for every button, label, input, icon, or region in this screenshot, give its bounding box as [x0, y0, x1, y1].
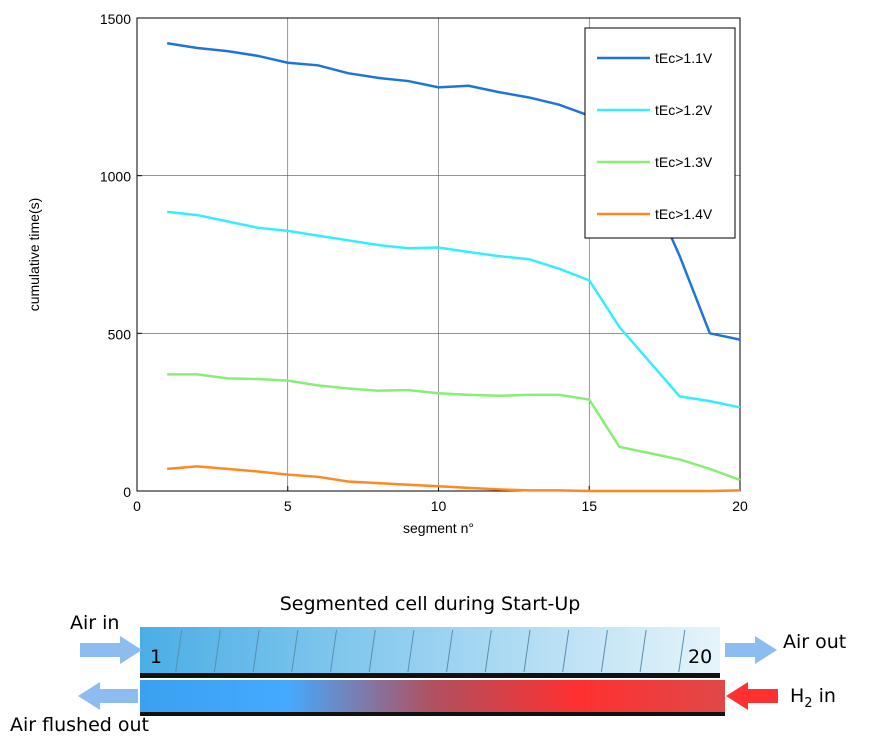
- legend-label: tEc>1.1V: [655, 50, 713, 66]
- series-line: [167, 373, 741, 482]
- x-axis-label: segment n°: [403, 520, 474, 536]
- segment-divider: [407, 629, 415, 673]
- legend-label: tEc>1.2V: [655, 102, 713, 118]
- segment-dividers: [175, 629, 686, 673]
- plot-frame: [136, 17, 741, 492]
- segment-divider: [678, 629, 686, 673]
- y-tick-label: 500: [108, 326, 132, 342]
- arrow-air-in: [80, 636, 142, 664]
- h2-sub: 2: [804, 696, 812, 711]
- arrow-air-flushed: [78, 682, 138, 710]
- y-tick-label: 1500: [100, 11, 131, 27]
- h2-main: H: [790, 685, 804, 707]
- x-tick-label: 15: [581, 498, 597, 514]
- segment-divider: [330, 629, 337, 673]
- legend-label: tEc>1.4V: [655, 206, 713, 222]
- x-tick-label: 10: [431, 498, 447, 514]
- cell-base: [140, 712, 725, 716]
- segment-divider: [600, 629, 608, 673]
- legend-label: tEc>1.3V: [655, 154, 713, 170]
- x-tick-label: 20: [732, 498, 748, 514]
- cell-diagram: Segmented cell during Start-Up Air in Ai…: [10, 593, 846, 736]
- legend: tEc>1.1V tEc>1.2V tEc>1.3V tEc>1.4V: [584, 27, 736, 239]
- label-air-flushed-out: Air flushed out: [10, 714, 149, 736]
- x-tick-label: 5: [284, 498, 292, 514]
- segment-divider: [213, 629, 221, 673]
- cell-top: [140, 627, 720, 675]
- label-h2-in: H2 in: [790, 685, 836, 711]
- h2-rest: in: [813, 685, 836, 707]
- label-segment-last: 20: [688, 646, 712, 668]
- segment-divider: [291, 629, 299, 673]
- y-axis-label: cumulative time(s): [26, 198, 42, 312]
- segment-divider: [484, 629, 492, 673]
- plot-area: 0 5 10 15 20 0 500 1000 1500 segment n° cumulative…: [26, 11, 748, 536]
- legend-box: [584, 27, 736, 239]
- label-air-in: Air in: [70, 612, 119, 634]
- segment-divider: [252, 629, 260, 673]
- series-line: [167, 465, 741, 493]
- x-tick-label: 0: [133, 498, 141, 514]
- arrow-air-out: [725, 636, 777, 664]
- segment-divider: [368, 629, 376, 673]
- cell-separator: [140, 673, 720, 678]
- arrow-h2-in: [726, 682, 778, 710]
- segment-divider: [446, 629, 454, 673]
- cell-bottom: [140, 680, 725, 712]
- segment-divider: [523, 629, 531, 673]
- segment-divider: [639, 629, 647, 673]
- y-tick-label: 1000: [100, 169, 131, 185]
- segment-divider: [562, 629, 570, 673]
- diagram-title: Segmented cell during Start-Up: [280, 593, 581, 615]
- label-segment-first: 1: [150, 646, 162, 668]
- label-air-out: Air out: [783, 631, 846, 653]
- y-tick-label: 0: [123, 484, 131, 500]
- series-line: [167, 210, 741, 409]
- segment-divider: [175, 629, 183, 673]
